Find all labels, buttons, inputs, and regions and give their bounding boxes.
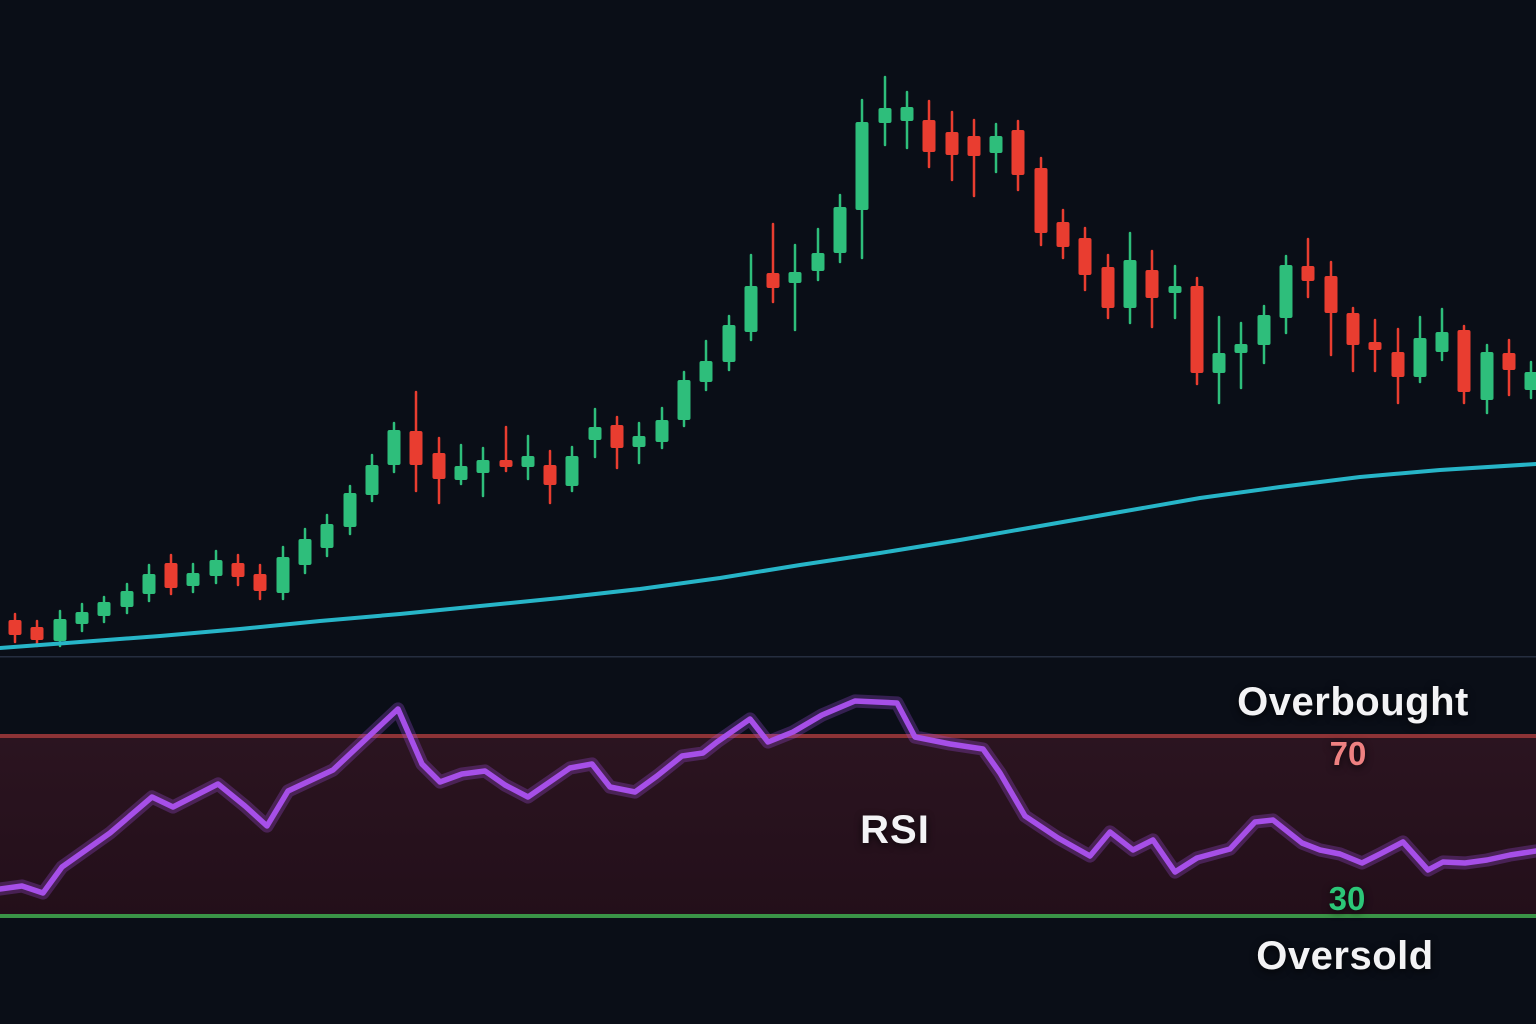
- rsi-label: RSI: [860, 808, 930, 852]
- overbought-label: Overbought: [1237, 680, 1469, 724]
- oversold-label: Oversold: [1256, 934, 1434, 978]
- oversold-level-value: 30: [1328, 880, 1366, 917]
- overbought-level-value: 70: [1329, 735, 1367, 772]
